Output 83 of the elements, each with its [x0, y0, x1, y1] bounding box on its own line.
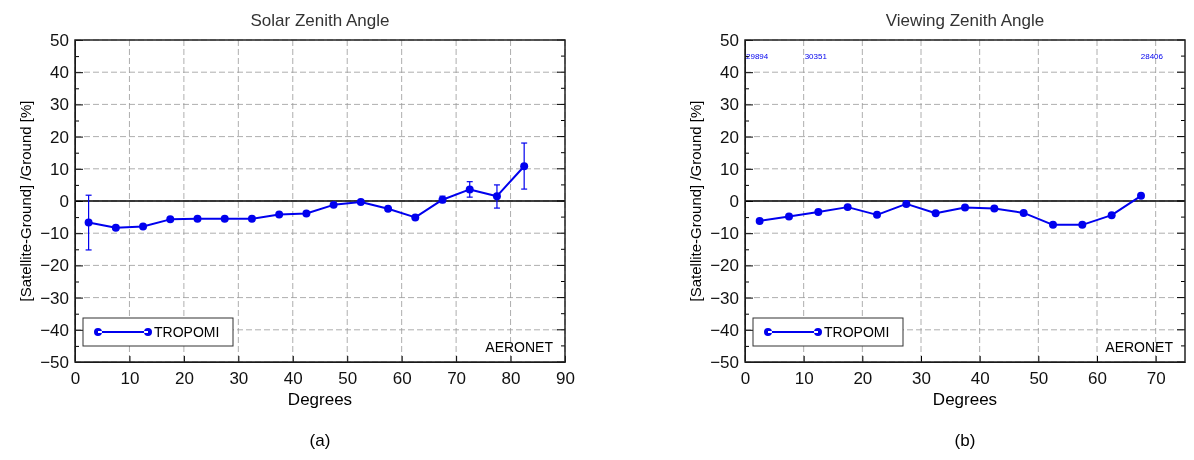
x-tick-label: 40 — [283, 369, 303, 389]
x-tick-label: 50 — [1029, 369, 1049, 389]
annotation: AERONET — [1105, 339, 1174, 355]
point — [411, 213, 420, 222]
point — [84, 218, 93, 227]
point — [356, 197, 365, 206]
x-tick-label: 70 — [1146, 369, 1166, 389]
y-tick-label: −10 — [40, 224, 69, 244]
point — [492, 192, 501, 201]
y-tick-label: 50 — [720, 30, 739, 50]
chart-title: Solar Zenith Angle — [250, 11, 390, 30]
point — [961, 203, 969, 212]
y-tick-label: −50 — [40, 352, 69, 372]
legend-label: TROPOMI — [824, 324, 890, 340]
x-tick-label: 20 — [174, 369, 194, 389]
point — [814, 207, 823, 216]
point — [520, 162, 529, 171]
point — [873, 210, 881, 219]
point — [902, 199, 911, 208]
x-tick-label: 50 — [338, 369, 358, 389]
point — [139, 222, 148, 231]
point — [329, 200, 338, 209]
y-tick-label: 30 — [50, 95, 69, 115]
text: (b) — [954, 431, 976, 450]
point — [1137, 191, 1145, 200]
point — [990, 204, 999, 213]
y-tick-label: −30 — [40, 288, 69, 308]
point — [1049, 220, 1057, 229]
annotation: AERONET — [485, 339, 554, 355]
x-tick-label: 90 — [556, 369, 575, 389]
point — [220, 214, 229, 223]
point — [193, 214, 202, 223]
x-tick-label: 10 — [794, 369, 814, 389]
text: (a) — [309, 431, 331, 450]
y-tick-label: −10 — [710, 224, 739, 244]
y-tick-label: 50 — [50, 30, 69, 50]
x-tick-label: 60 — [392, 369, 412, 389]
x-tick-label: 30 — [229, 369, 249, 389]
y-tick-label: 20 — [50, 127, 69, 147]
point — [465, 185, 474, 194]
annotation: 30351 — [804, 52, 828, 62]
y-tick-label: 0 — [729, 191, 739, 211]
x-tick-label: 40 — [970, 369, 990, 389]
point — [111, 223, 120, 232]
y-tick-label: −40 — [40, 320, 69, 340]
y-tick-label: −30 — [710, 288, 739, 308]
y-axis-title: [Satellite-Ground] /Ground [%] — [687, 100, 704, 302]
point — [785, 212, 793, 221]
point — [384, 204, 393, 213]
point — [931, 209, 940, 218]
y-tick-label: 10 — [50, 159, 69, 179]
y-tick-label: −20 — [710, 256, 739, 276]
point — [1107, 211, 1116, 220]
x-tick-label: 30 — [912, 369, 931, 389]
point — [843, 203, 852, 212]
annotation: 29894 — [746, 52, 769, 62]
x-axis-title: Degrees — [932, 390, 998, 409]
y-tick-label: 0 — [59, 191, 69, 211]
x-axis-title: Degrees — [287, 390, 353, 409]
x-tick-label: 10 — [120, 369, 140, 389]
x-tick-label: 80 — [501, 369, 521, 389]
point — [247, 214, 256, 223]
y-tick-label: −40 — [710, 320, 739, 340]
point — [755, 216, 764, 225]
point — [1019, 208, 1028, 217]
point — [1078, 220, 1087, 229]
chart-title: Viewing Zenith Angle — [885, 11, 1045, 30]
y-tick-label: 10 — [720, 159, 739, 179]
x-tick-label: 70 — [447, 369, 467, 389]
point — [166, 215, 175, 224]
legend-label: TROPOMI — [154, 324, 220, 340]
y-tick-label: 40 — [720, 63, 739, 83]
y-axis-title: [Satellite-Ground] /Ground [%] — [17, 100, 34, 302]
y-tick-label: −20 — [40, 256, 69, 276]
y-tick-label: 40 — [50, 63, 69, 83]
y-tick-label: 30 — [720, 95, 739, 115]
y-tick-label: −50 — [710, 352, 739, 372]
point — [275, 210, 284, 219]
x-tick-label: 20 — [853, 369, 873, 389]
y-tick-label: 20 — [720, 127, 739, 147]
annotation: 28406 — [1140, 52, 1164, 62]
x-tick-label: 60 — [1088, 369, 1107, 389]
point — [302, 209, 311, 218]
